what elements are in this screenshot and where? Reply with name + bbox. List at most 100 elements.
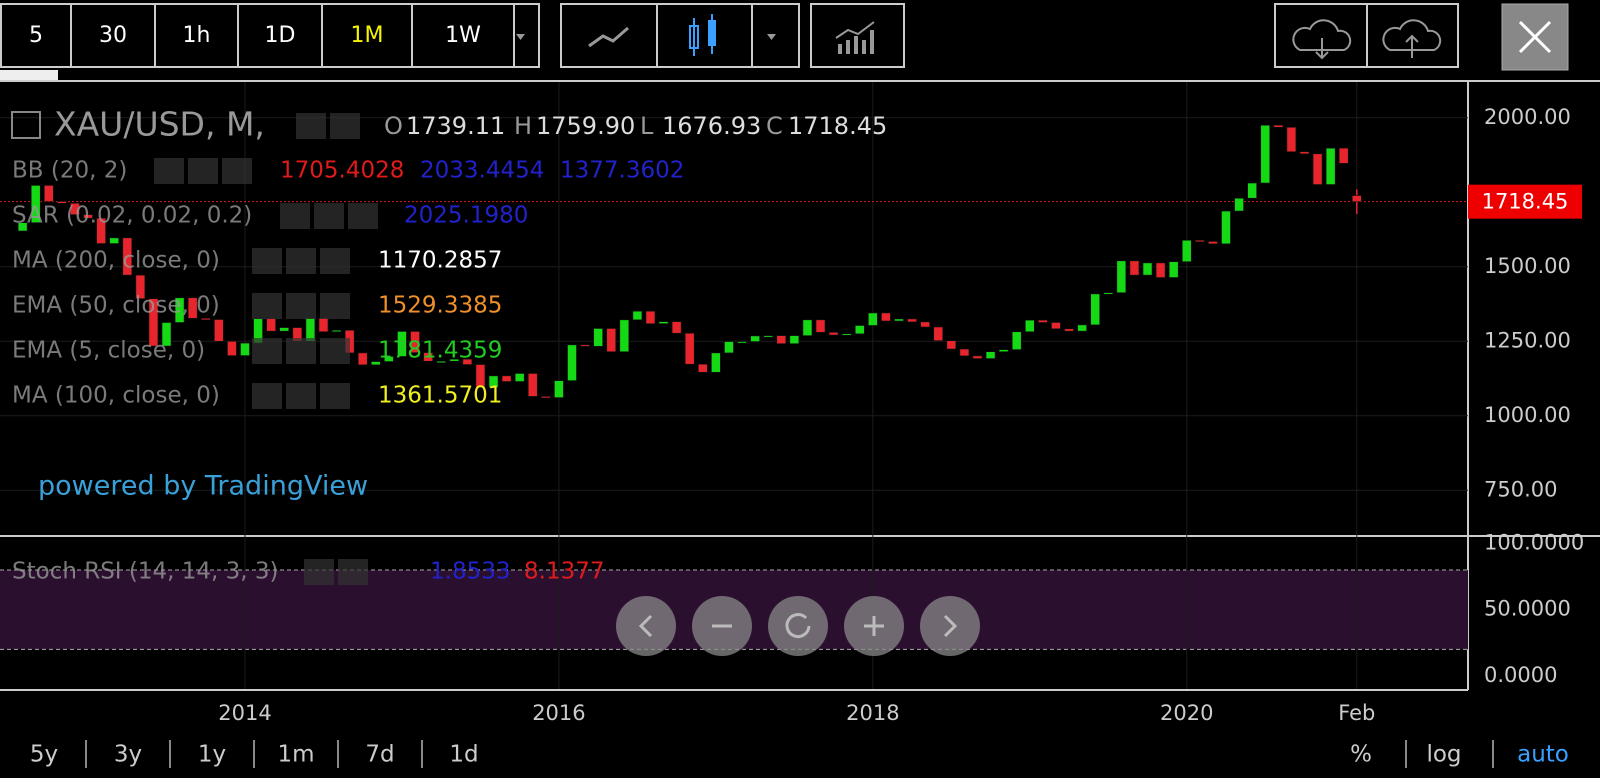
candle-body [567, 344, 577, 381]
nav-icons [638, 613, 958, 639]
indicator-value: 2025.1980 [404, 203, 528, 229]
candle-body [802, 319, 813, 336]
candle-body [907, 318, 917, 323]
candle-body [1208, 241, 1218, 245]
close-icon [1518, 20, 1552, 54]
icon-settings[interactable] [188, 158, 218, 184]
icon-eye[interactable] [252, 293, 282, 319]
icon-remove[interactable] [320, 383, 350, 409]
icon-settings[interactable] [330, 113, 360, 139]
candle-body [750, 335, 760, 342]
icon-settings[interactable] [338, 559, 368, 585]
chart-type-group [560, 3, 800, 68]
candle-body [1181, 239, 1192, 263]
candle-body [920, 321, 930, 328]
candle-body [1247, 182, 1257, 199]
scale-mode-button[interactable]: log [1426, 742, 1461, 768]
candle-body [305, 318, 316, 342]
price-badge-label: 1718.45 [1482, 190, 1569, 214]
candle-body [331, 329, 342, 333]
icon-remove[interactable] [320, 293, 350, 319]
stoch-tick-label: 50.0000 [1484, 597, 1571, 621]
scale-mode-button[interactable]: % [1350, 742, 1372, 768]
icon-remove[interactable] [320, 338, 350, 364]
reset[interactable] [768, 596, 828, 656]
upload-icon[interactable] [1382, 19, 1442, 51]
indicator-name: BB (20, 2) [12, 158, 127, 184]
stoch-tick-label: 0.0000 [1484, 663, 1557, 687]
price-badge [1468, 184, 1582, 219]
candle-body [1011, 331, 1022, 350]
range-button[interactable]: 1d [449, 742, 478, 768]
candle-body [1325, 147, 1336, 185]
candle-body [449, 358, 460, 362]
candle-chart-icon[interactable] [689, 14, 716, 56]
scale-mode-button[interactable]: auto [1517, 742, 1569, 768]
icon-eye[interactable] [296, 113, 326, 139]
candle-body [894, 318, 904, 322]
candle-body [109, 237, 119, 244]
ohlc-key: C [766, 112, 783, 140]
candle-body [161, 322, 172, 347]
candle-body [972, 355, 983, 359]
interval-button[interactable]: 1M [351, 23, 384, 48]
candle-body [384, 356, 394, 362]
icon-eye[interactable] [252, 338, 282, 364]
indicator-value: 1377.3602 [560, 158, 684, 184]
download-icon[interactable] [1292, 19, 1352, 51]
range-button[interactable]: 1y [198, 742, 226, 768]
icon-eye[interactable] [154, 158, 184, 184]
candle-body [632, 310, 643, 321]
icon-settings[interactable] [286, 383, 316, 409]
ohlc-value: 1676.93 [662, 112, 761, 140]
icon-eye[interactable] [252, 248, 282, 274]
icon-settings[interactable] [286, 338, 316, 364]
icon-settings[interactable] [314, 203, 344, 229]
icon-remove[interactable] [222, 158, 252, 184]
interval-button[interactable]: 1h [183, 23, 211, 48]
indicator-name: MA (200, close, 0) [12, 248, 220, 274]
icon-remove[interactable] [320, 248, 350, 274]
range-button[interactable]: 3y [114, 742, 142, 768]
indicator-name: SAR (0.02, 0.02, 0.2) [12, 203, 252, 229]
icon-eye[interactable] [304, 559, 334, 585]
candle-body [1155, 262, 1166, 278]
indicators-button[interactable] [810, 3, 905, 68]
interval-button[interactable]: 5 [29, 23, 43, 48]
dropdown[interactable] [516, 34, 525, 40]
candle-body [1038, 319, 1048, 323]
candle-body [841, 333, 852, 336]
candle-body [868, 312, 878, 326]
candle-body [541, 396, 551, 399]
icon-settings[interactable] [286, 293, 316, 319]
ohlc-value: 1759.90 [536, 112, 635, 140]
candle-body [187, 297, 198, 319]
range-button[interactable]: 7d [365, 742, 394, 768]
indicator-value: 1361.5701 [378, 383, 502, 409]
ohlc-value: 1718.45 [788, 112, 887, 140]
icon-remove[interactable] [348, 203, 378, 229]
candle-body [789, 335, 800, 344]
candle-body [214, 319, 224, 342]
candle-body [619, 319, 630, 353]
candle-body [580, 344, 590, 347]
interval-button[interactable]: 30 [99, 23, 127, 48]
icon-settings[interactable] [286, 248, 316, 274]
line-chart-icon[interactable] [588, 26, 629, 48]
dropdown[interactable] [767, 34, 776, 40]
scroll-right[interactable] [920, 596, 980, 656]
candle-body [1352, 195, 1362, 202]
icon-eye[interactable] [280, 203, 310, 229]
range-button[interactable]: 1m [277, 742, 314, 768]
candle-body [227, 340, 237, 356]
price-tick-label: 1250.00 [1484, 328, 1571, 352]
icon-eye[interactable] [252, 383, 282, 409]
candle-body [70, 202, 80, 215]
interval-button[interactable]: 1W [445, 23, 481, 48]
scroll-left[interactable] [616, 596, 676, 656]
interval-button[interactable]: 1D [265, 23, 296, 48]
candle-body [423, 352, 433, 362]
indicator-value: 2033.4454 [420, 158, 544, 184]
range-button[interactable]: 5y [30, 742, 58, 768]
collapse-button[interactable] [11, 111, 41, 139]
